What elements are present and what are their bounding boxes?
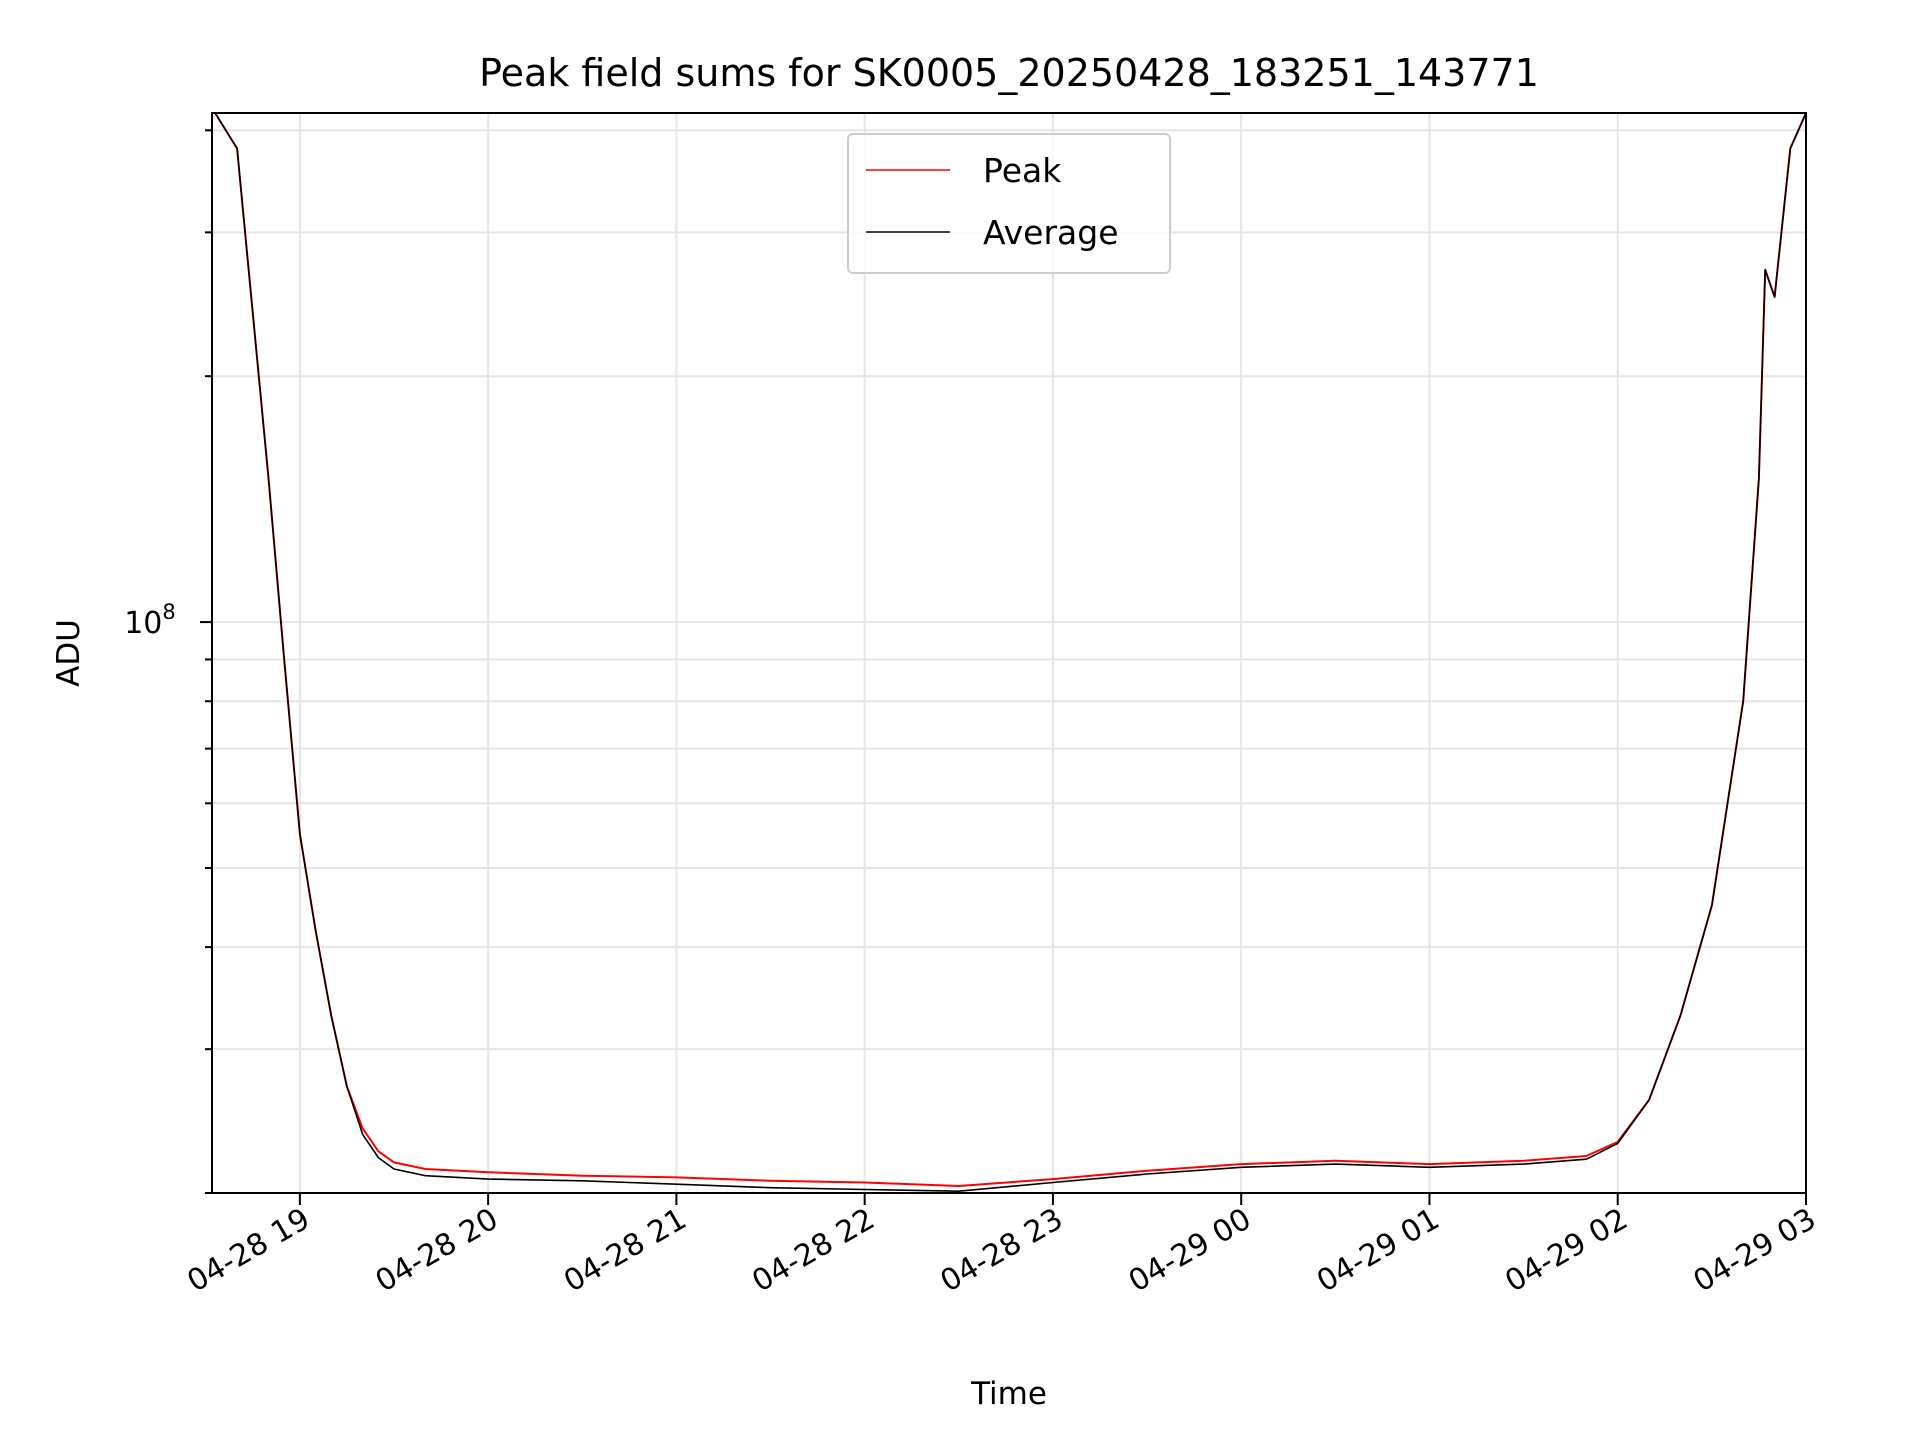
legend-label-peak: Peak xyxy=(983,151,1062,190)
chart-title: Peak field sums for SK0005_20250428_1832… xyxy=(479,51,1539,95)
legend-box xyxy=(847,133,1171,274)
plot-frame xyxy=(211,112,1807,1194)
x-axis-label: Time xyxy=(970,1376,1047,1412)
series-layer xyxy=(214,113,1806,1192)
legend-label-average: Average xyxy=(983,213,1119,252)
legend: Peak Average xyxy=(847,133,1171,274)
y-axis-label: ADU xyxy=(51,619,87,687)
y-tick-label: 108 xyxy=(124,600,176,641)
series-line-average xyxy=(214,113,1806,1192)
